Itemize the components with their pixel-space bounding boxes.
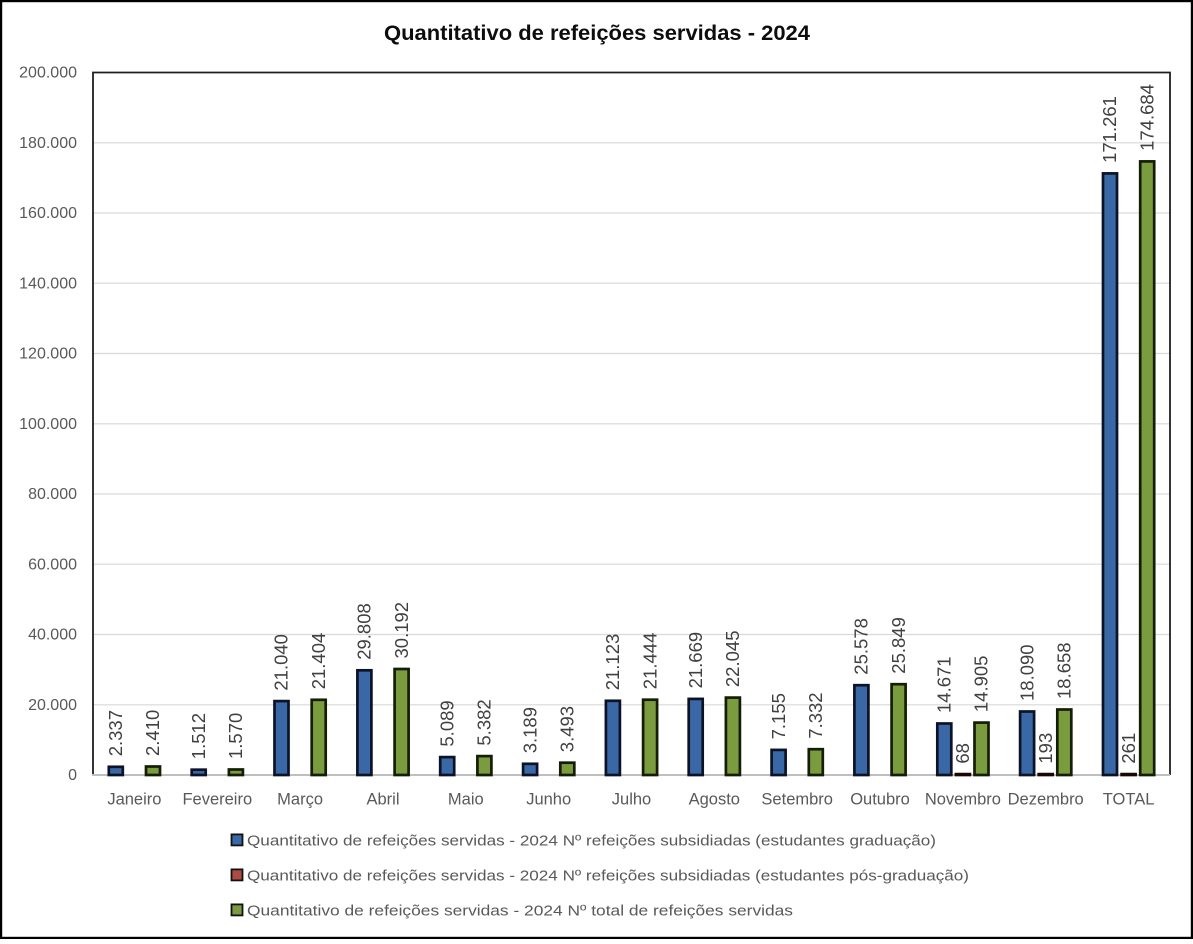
svg-text:Fevereiro: Fevereiro	[182, 791, 252, 809]
svg-text:140.000: 140.000	[19, 275, 77, 292]
svg-text:100.000: 100.000	[19, 416, 77, 433]
svg-text:Janeiro: Janeiro	[107, 791, 161, 809]
svg-text:14.671: 14.671	[934, 656, 955, 713]
svg-text:Quantitativo de refeições serv: Quantitativo de refeições servidas - 202…	[384, 22, 810, 45]
svg-text:Novembro: Novembro	[925, 791, 1001, 809]
svg-text:0: 0	[68, 767, 77, 784]
svg-text:14.905: 14.905	[971, 656, 992, 713]
svg-text:3.493: 3.493	[557, 706, 578, 752]
svg-text:Agosto: Agosto	[689, 791, 740, 809]
svg-text:21.444: 21.444	[639, 633, 660, 690]
svg-text:3.189: 3.189	[519, 707, 540, 753]
svg-text:21.404: 21.404	[308, 633, 329, 690]
svg-text:Julho: Julho	[612, 791, 651, 809]
svg-text:Junho: Junho	[526, 791, 571, 809]
svg-text:Março: Março	[277, 791, 323, 809]
svg-text:174.684: 174.684	[1136, 84, 1157, 151]
svg-text:21.669: 21.669	[685, 632, 706, 689]
svg-text:1.570: 1.570	[225, 713, 246, 759]
svg-text:160.000: 160.000	[19, 205, 77, 222]
svg-text:20.000: 20.000	[28, 697, 77, 714]
svg-text:Quantitativo de refeições serv: Quantitativo de refeições servidas - 202…	[247, 902, 793, 919]
svg-text:TOTAL: TOTAL	[1103, 791, 1155, 809]
svg-text:25.578: 25.578	[851, 618, 872, 675]
svg-text:171.261: 171.261	[1099, 96, 1120, 163]
svg-text:68: 68	[952, 743, 973, 764]
svg-text:21.123: 21.123	[602, 634, 623, 691]
svg-text:5.382: 5.382	[474, 699, 495, 745]
svg-text:120.000: 120.000	[19, 346, 77, 363]
svg-text:2.410: 2.410	[142, 710, 163, 756]
svg-text:Maio: Maio	[448, 791, 484, 809]
svg-text:29.808: 29.808	[354, 603, 375, 660]
svg-text:200.000: 200.000	[19, 65, 77, 82]
svg-text:Dezembro: Dezembro	[1008, 791, 1084, 809]
svg-text:1.512: 1.512	[188, 713, 209, 759]
svg-text:Setembro: Setembro	[761, 791, 833, 809]
svg-text:193: 193	[1035, 733, 1056, 764]
svg-text:18.658: 18.658	[1054, 642, 1075, 699]
svg-text:180.000: 180.000	[19, 135, 77, 152]
svg-text:Abril: Abril	[366, 791, 399, 809]
svg-text:80.000: 80.000	[28, 486, 77, 503]
svg-text:Outubro: Outubro	[850, 791, 910, 809]
svg-text:261: 261	[1118, 733, 1139, 764]
svg-text:7.332: 7.332	[805, 692, 826, 738]
svg-text:5.089: 5.089	[436, 700, 457, 746]
svg-text:40.000: 40.000	[28, 627, 77, 644]
svg-text:22.045: 22.045	[722, 631, 743, 688]
svg-text:7.155: 7.155	[768, 693, 789, 739]
svg-text:Quantitativo de refeições serv: Quantitativo de refeições servidas - 202…	[247, 867, 969, 884]
svg-text:18.090: 18.090	[1016, 644, 1037, 701]
svg-text:21.040: 21.040	[271, 634, 292, 691]
svg-text:2.337: 2.337	[105, 710, 126, 756]
svg-text:Quantitativo de refeições serv: Quantitativo de refeições servidas - 202…	[247, 832, 936, 849]
svg-text:25.849: 25.849	[888, 617, 909, 674]
svg-text:60.000: 60.000	[28, 557, 77, 574]
svg-text:30.192: 30.192	[391, 602, 412, 659]
